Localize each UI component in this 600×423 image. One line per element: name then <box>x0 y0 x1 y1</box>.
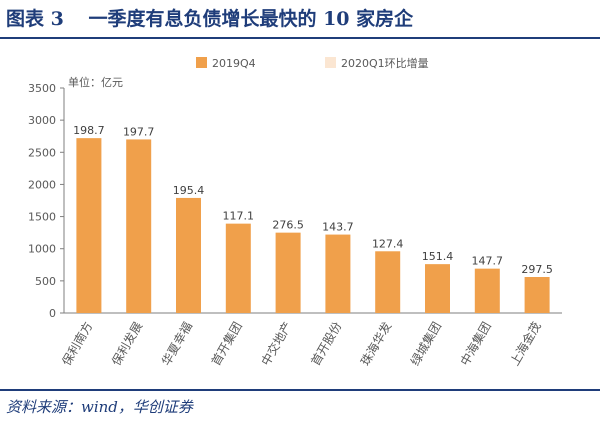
y-tick-label: 3500 <box>28 82 56 95</box>
source-note: 资料来源：wind，华创证券 <box>6 398 193 416</box>
legend-swatch-2019q4 <box>196 57 207 68</box>
bar-2019q4 <box>325 234 351 313</box>
y-tick-label: 0 <box>49 307 56 320</box>
y-tick-label: 1000 <box>28 243 56 256</box>
bar-increment-label: 276.5 <box>272 219 304 232</box>
x-tick-label: 中海集团 <box>457 319 494 368</box>
y-tick-label: 3000 <box>28 114 56 127</box>
bar-increment-label: 297.5 <box>521 263 553 276</box>
x-tick-label: 珠海华发 <box>357 319 394 368</box>
bar-increment-label: 127.4 <box>372 237 404 250</box>
source-rule <box>0 389 600 391</box>
bar-increment-label: 195.4 <box>173 184 205 197</box>
legend-label-increment: 2020Q1环比增量 <box>341 56 429 70</box>
figure-title: 一季度有息负债增长最快的 10 家房企 <box>88 8 414 30</box>
x-tick-label: 华夏幸福 <box>158 319 195 368</box>
figure-title-line: 图表 3 一季度有息负债增长最快的 10 家房企 <box>6 4 413 34</box>
bar-2019q4 <box>375 251 401 313</box>
x-tick-label: 中交地产 <box>258 319 295 368</box>
bar-2019q4 <box>76 138 102 313</box>
legend-label-2019q4: 2019Q4 <box>212 57 256 70</box>
bar-2019q4 <box>524 277 550 313</box>
y-tick-label: 2500 <box>28 146 56 159</box>
y-tick-label: 500 <box>35 275 56 288</box>
title-rule <box>0 37 600 39</box>
bar-increment-label: 151.4 <box>422 250 454 263</box>
bar-2019q4 <box>225 223 251 313</box>
x-tick-label: 首开股份 <box>308 320 344 369</box>
bar-2019q4 <box>176 197 201 313</box>
x-tick-label: 绿城集团 <box>407 319 444 368</box>
legend-swatch-increment <box>325 57 336 68</box>
y-tick-label: 2000 <box>28 178 56 191</box>
x-tick-label: 保利发展 <box>108 319 145 368</box>
unit-label: 单位：亿元 <box>68 75 123 89</box>
bar-increment-label: 197.7 <box>123 125 155 138</box>
figure-number: 图表 3 <box>6 8 64 30</box>
bar-increment-label: 117.1 <box>223 210 255 223</box>
bar-2019q4 <box>425 264 450 313</box>
y-tick-label: 1500 <box>28 211 56 224</box>
x-tick-label: 保利南方 <box>58 319 95 368</box>
x-tick-label: 上海金茂 <box>507 319 544 368</box>
bar-2019q4 <box>275 232 301 313</box>
x-tick-label: 首开集团 <box>208 319 245 368</box>
bar-increment-label: 147.7 <box>472 255 504 268</box>
bar-2019q4 <box>126 139 152 313</box>
bar-increment-label: 198.7 <box>73 124 105 137</box>
bar-2019q4 <box>474 268 500 313</box>
bar-increment-label: 143.7 <box>322 221 354 234</box>
